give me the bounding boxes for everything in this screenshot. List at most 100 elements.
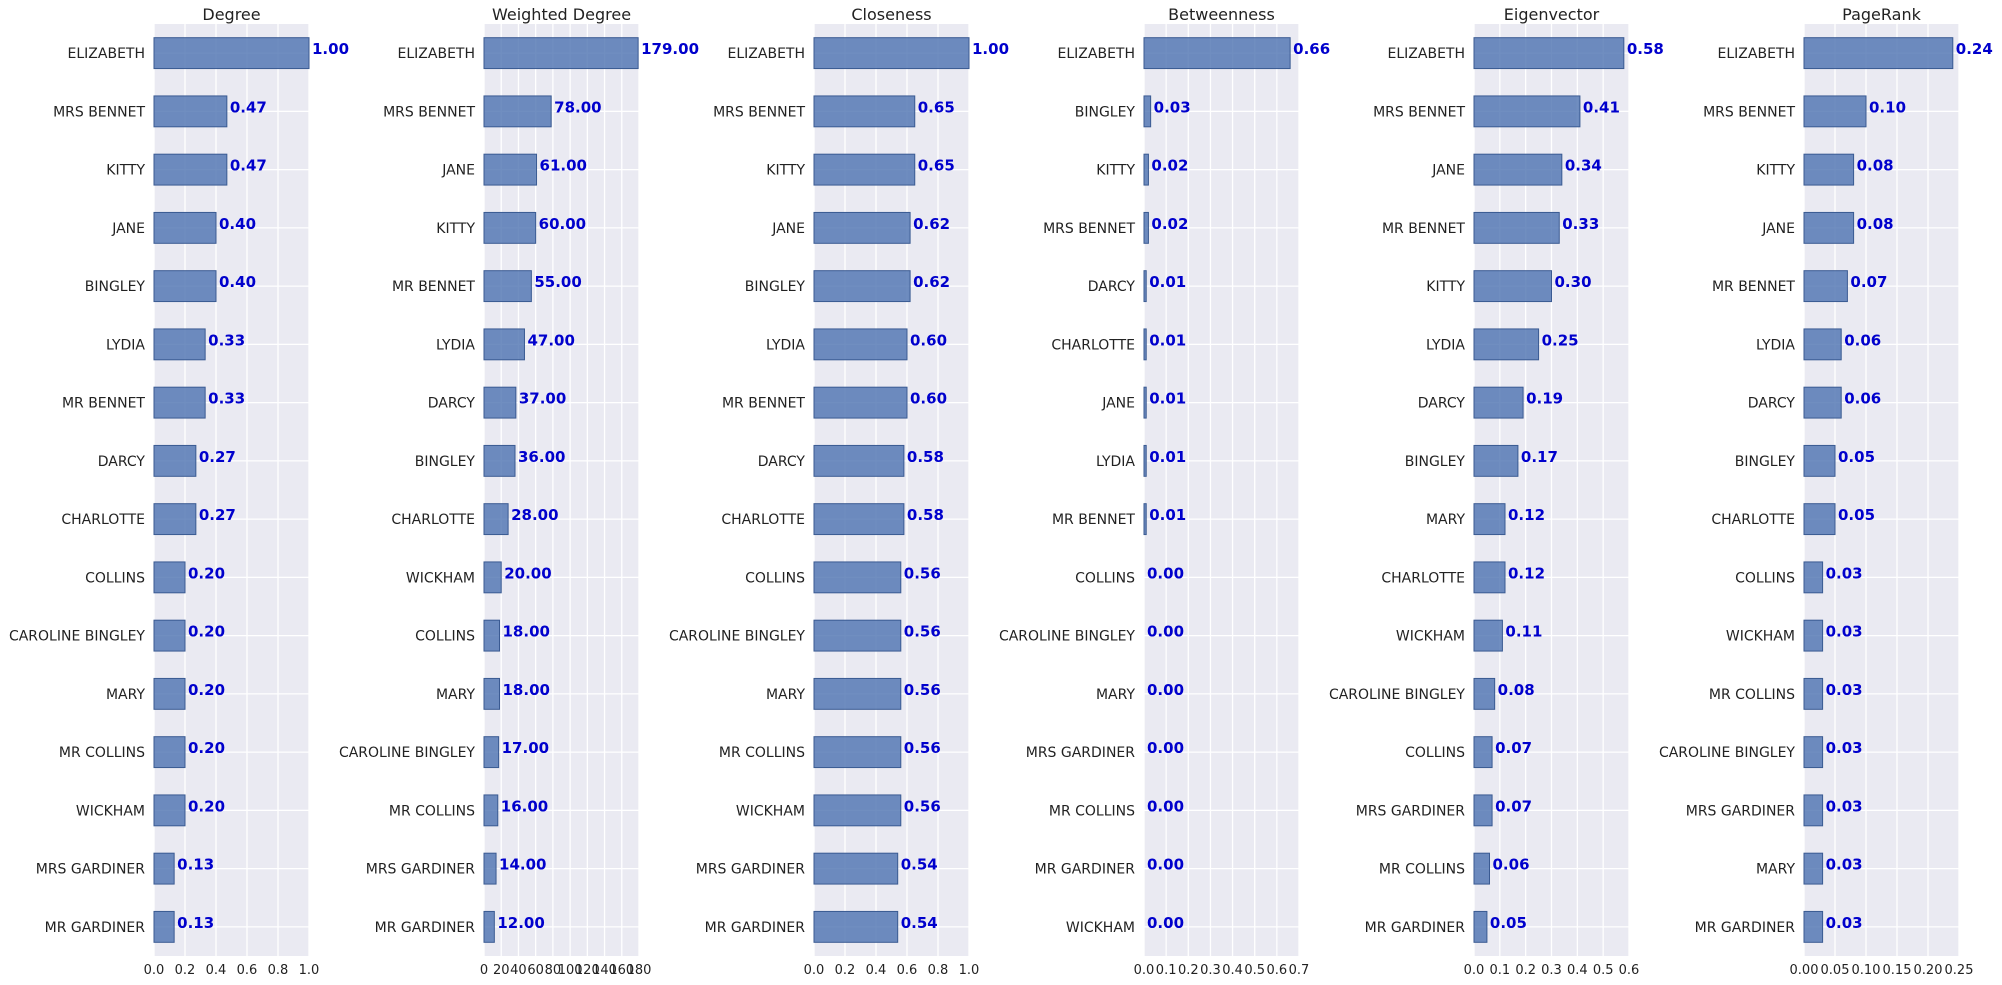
closeness-value-label: 0.58 [907,448,944,466]
closeness-category-label: MRS BENNET [713,104,805,120]
closeness-value-label: 0.56 [904,797,941,815]
closeness-x-tick-label: 0.2 [835,963,856,978]
eigenvector-category-label: MR GARDINER [1365,920,1466,936]
betweenness-value-label: 0.00 [1147,623,1184,641]
degree-bar [153,211,217,244]
betweenness-plot-area [1144,24,1299,956]
pagerank-category-label: BINGLEY [1735,454,1796,470]
degree-bar [153,561,186,594]
eigenvector-category-label: ELIZABETH [1388,46,1465,62]
closeness-value-label: 0.62 [913,215,950,233]
degree-bar [153,503,197,536]
weighted-degree-value-label: 55.00 [534,273,581,291]
weighted-degree-category-label: KITTY [436,221,475,237]
eigenvector-bar [1473,503,1506,536]
betweenness-x-tick-label: 0.6 [1267,963,1288,978]
weighted-degree-x-tick-label: 140 [592,963,617,978]
degree-bar [153,270,217,303]
weighted-degree-category-label: JANE [441,163,475,179]
weighted-degree-category-label: MRS BENNET [383,104,475,120]
degree-value-label: 0.40 [219,215,256,233]
eigenvector-x-tick-label: 0.1 [1489,963,1510,978]
weighted-degree-bar [483,153,538,186]
closeness-category-label: DARCY [758,454,806,470]
closeness-bar [813,211,911,244]
pagerank-panel: PageRank ELIZABETH 0.24 MRS BENNET 0.10 KITTY… [1659,5,1993,978]
closeness-bar [813,153,916,186]
degree-category-label: MR GARDINER [45,920,146,936]
degree-bar [153,328,206,361]
betweenness-bar [1143,444,1147,477]
closeness-bar [813,736,902,769]
closeness-value-label: 0.58 [907,506,944,524]
weighted-degree-x-tick-label: 60 [527,963,544,978]
eigenvector-value-label: 0.06 [1493,856,1530,874]
weighted-degree-value-label: 37.00 [519,390,566,408]
pagerank-bar [1803,503,1836,536]
eigenvector-x-tick-label: 0.3 [1541,963,1562,978]
degree-x-tick-label: 0.8 [268,963,289,978]
degree-value-label: 0.33 [208,390,245,408]
closeness-value-label: 0.54 [901,856,938,874]
eigenvector-value-label: 0.34 [1565,157,1602,175]
betweenness-value-label: 0.00 [1147,564,1184,582]
pagerank-bar [1803,328,1842,361]
betweenness-x-tick-label: 0.4 [1222,963,1243,978]
degree-category-label: WICKHAM [76,803,145,819]
degree-value-label: 0.40 [219,273,256,291]
degree-bar [153,794,186,827]
closeness-value-label: 0.62 [913,273,950,291]
pagerank-category-label: MR GARDINER [1695,920,1796,936]
degree-category-label: MRS BENNET [53,104,145,120]
betweenness-category-label: KITTY [1096,163,1135,179]
weighted-degree-x-tick-label: 80 [545,963,562,978]
betweenness-category-label: JANE [1101,396,1135,412]
betweenness-panel: Betweenness ELIZABETH 0.66 BINGLEY 0.03 KITTY… [999,5,1330,978]
closeness-value-label: 0.60 [910,390,947,408]
pagerank-value-label: 0.08 [1857,157,1894,175]
closeness-category-label: CAROLINE BINGLEY [669,629,805,645]
weighted-degree-value-label: 47.00 [527,331,574,349]
eigenvector-bar [1473,37,1625,70]
pagerank-x-tick-label: 0.05 [1821,963,1850,978]
weighted-degree-bar [483,386,517,419]
pagerank-category-label: WICKHAM [1726,629,1795,645]
eigenvector-category-label: COLLINS [1405,745,1465,761]
pagerank-value-label: 0.03 [1826,856,1863,874]
eigenvector-bar [1473,95,1581,128]
betweenness-value-label: 0.02 [1151,215,1188,233]
pagerank-bar [1803,444,1836,477]
degree-bar [153,852,175,885]
pagerank-category-label: DARCY [1748,396,1796,412]
degree-category-label: CAROLINE BINGLEY [9,629,145,645]
pagerank-bar [1803,677,1824,710]
pagerank-x-tick-label: 0.00 [1790,963,1819,978]
eigenvector-category-label: MR COLLINS [1379,862,1465,878]
betweenness-value-label: 0.00 [1147,681,1184,699]
pagerank-value-label: 0.03 [1826,739,1863,757]
degree-category-label: BINGLEY [85,279,146,295]
degree-category-label: JANE [111,221,145,237]
closeness-title: Closeness [851,5,931,24]
weighted-degree-category-label: LYDIA [436,337,475,353]
pagerank-value-label: 0.07 [1850,273,1887,291]
closeness-x-tick-label: 1.0 [959,963,980,978]
eigenvector-bar [1473,794,1493,827]
pagerank-bar [1803,561,1824,594]
degree-bar [153,677,186,710]
weighted-degree-value-label: 14.00 [499,856,546,874]
pagerank-bar [1803,910,1824,943]
betweenness-x-tick-label: 0.7 [1289,963,1310,978]
betweenness-bar [1143,503,1147,536]
betweenness-x-tick-label: 0.2 [1178,963,1199,978]
closeness-bar [813,677,902,710]
closeness-value-label: 0.56 [904,739,941,757]
pagerank-title: PageRank [1842,5,1921,24]
weighted-degree-category-label: WICKHAM [406,570,475,586]
eigenvector-category-label: LYDIA [1426,337,1465,353]
closeness-bar [813,95,916,128]
betweenness-x-tick-label: 0.0 [1134,963,1155,978]
weighted-degree-value-label: 12.00 [497,914,544,932]
betweenness-x-tick-label: 0.5 [1244,963,1265,978]
closeness-bar [813,852,899,885]
